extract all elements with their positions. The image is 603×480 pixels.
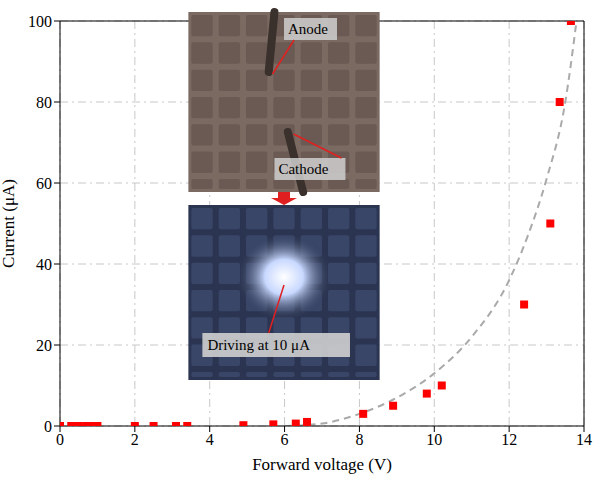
svg-text:Driving at 10 μA: Driving at 10 μA [207,337,310,353]
svg-text:20: 20 [36,337,52,354]
svg-text:Anode: Anode [288,21,328,37]
svg-text:8: 8 [355,431,363,448]
svg-text:Forward voltage (V): Forward voltage (V) [252,455,392,474]
svg-text:0: 0 [56,431,64,448]
svg-text:Current (μA): Current (μA) [0,179,18,268]
svg-text:60: 60 [36,175,52,192]
svg-text:4: 4 [206,431,214,448]
svg-text:80: 80 [36,94,52,111]
svg-text:Cathode: Cathode [278,161,328,177]
svg-text:0: 0 [44,418,52,435]
svg-text:12: 12 [501,431,517,448]
svg-text:14: 14 [576,431,592,448]
svg-text:100: 100 [28,13,52,30]
svg-text:10: 10 [426,431,442,448]
svg-text:40: 40 [36,256,52,273]
svg-text:2: 2 [131,431,139,448]
svg-text:6: 6 [281,431,289,448]
